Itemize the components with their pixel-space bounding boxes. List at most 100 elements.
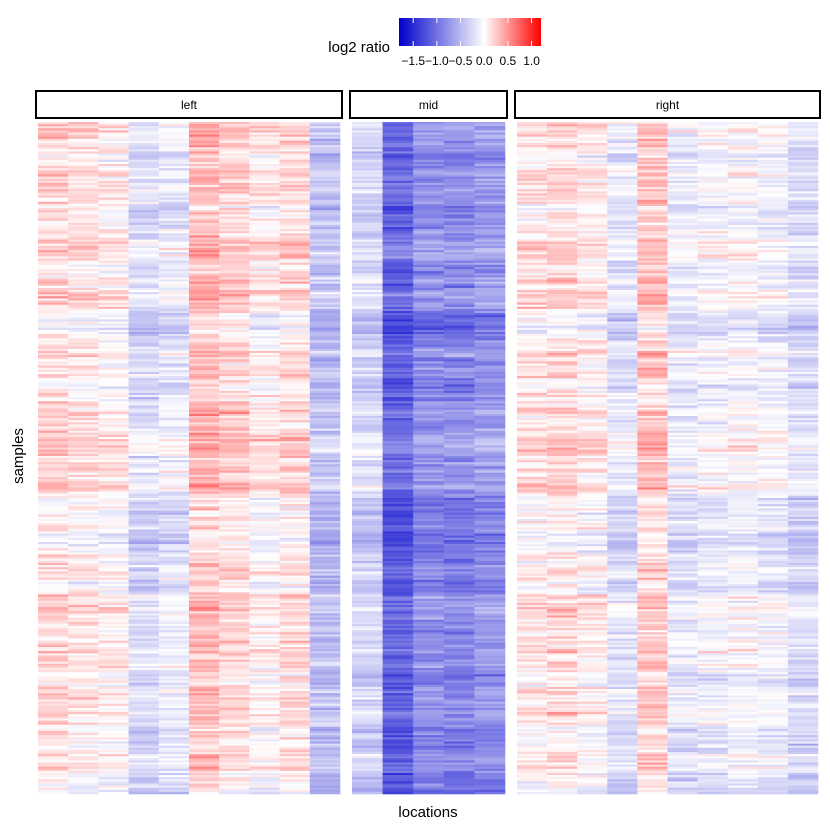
heatmap-cell [413, 329, 445, 333]
heatmap-cell [309, 558, 341, 562]
heatmap-cell [128, 231, 160, 234]
heatmap-cell [189, 483, 220, 486]
heatmap-cell [68, 720, 99, 723]
heatmap-cell [279, 644, 311, 648]
heatmap-cell [68, 670, 99, 673]
heatmap-cell [158, 691, 190, 694]
heatmap-cell [219, 424, 250, 427]
heatmap-cell [189, 273, 220, 276]
heatmap-cell [279, 686, 311, 690]
heatmap-cell [352, 248, 383, 251]
heatmap-cell [68, 365, 99, 368]
heatmap-cell [68, 138, 99, 142]
heatmap-cell [128, 556, 160, 560]
heatmap-cell [474, 714, 506, 717]
heatmap-cell [98, 145, 129, 148]
heatmap-cell [279, 266, 311, 270]
heatmap-cell [279, 569, 311, 572]
heatmap-cell [279, 245, 311, 249]
heatmap-cell [352, 665, 383, 669]
heatmap-cell [189, 168, 220, 171]
heatmap-cell [38, 525, 69, 528]
heatmap-cell [413, 552, 445, 555]
heatmap-cell [249, 747, 280, 751]
heatmap-cell [352, 147, 383, 150]
heatmap-cell [352, 504, 383, 507]
heatmap-cell [443, 258, 475, 261]
heatmap-cell [158, 231, 190, 234]
heatmap-cell [128, 386, 160, 389]
heatmap-cell [128, 691, 160, 694]
heatmap-cell [279, 676, 311, 679]
heatmap-cell [443, 491, 475, 494]
heatmap-cell [219, 481, 250, 484]
heatmap-cell [38, 260, 69, 263]
heatmap-cell [38, 285, 69, 289]
heatmap-cell [474, 193, 506, 196]
heatmap-cell [219, 497, 250, 501]
heatmap-cell [309, 430, 341, 434]
heatmap-cell [309, 237, 341, 240]
heatmap-cell [189, 254, 220, 257]
heatmap-cell [98, 453, 129, 457]
heatmap-cell [352, 710, 383, 713]
heatmap-cell [443, 552, 475, 555]
heatmap-cell [352, 216, 383, 219]
heatmap-cell [382, 224, 414, 228]
heatmap-cell [352, 382, 383, 385]
heatmap-cell [443, 569, 475, 572]
heatmap-column-left-4 [128, 122, 160, 795]
heatmap-cell [98, 791, 129, 795]
heatmap-cell [98, 525, 129, 528]
heatmap-cell [249, 401, 280, 404]
heatmap-cell [158, 378, 190, 381]
heatmap-cell [68, 233, 99, 236]
heatmap-cell [189, 224, 220, 228]
heatmap-cell [128, 653, 160, 656]
heatmap-cell [158, 584, 190, 587]
heatmap-cell [413, 199, 445, 203]
heatmap-cell [279, 382, 311, 385]
heatmap-cell [158, 292, 190, 295]
heatmap-cell [98, 533, 129, 536]
heatmap-cell [38, 630, 69, 633]
heatmap-cell [98, 731, 129, 734]
heatmap-cell [38, 476, 69, 480]
heatmap-cell [68, 357, 99, 360]
heatmap-cell [249, 338, 280, 341]
heatmap-cell [189, 495, 220, 499]
heatmap-cell [279, 319, 311, 322]
heatmap-cell [443, 743, 475, 746]
heatmap-cell [413, 126, 445, 129]
heatmap-cell [474, 474, 506, 478]
heatmap-cell [38, 302, 69, 305]
heatmap-cell [68, 216, 99, 219]
heatmap-cell [413, 766, 445, 770]
heatmap-cell [352, 670, 383, 673]
heatmap-cell [413, 756, 445, 759]
heatmap-cell [413, 483, 445, 486]
heatmap-cell [158, 283, 190, 287]
heatmap-cell [309, 405, 341, 408]
heatmap-cell [249, 371, 280, 375]
heatmap-cell [443, 752, 475, 755]
heatmap-cell [128, 506, 160, 509]
heatmap-cell [352, 762, 383, 765]
heatmap-cell [68, 271, 99, 274]
heatmap-cell [158, 397, 190, 400]
heatmap-cell [443, 550, 475, 553]
heatmap-cell [413, 491, 445, 494]
heatmap-cell [309, 581, 341, 585]
heatmap-cell [279, 548, 311, 551]
heatmap-cell [474, 403, 506, 406]
heatmap-cell [219, 634, 250, 637]
heatmap-cell [128, 502, 160, 505]
legend: log2 ratio −1.5 −1.0 −0.5 0.0 0.5 1.0 [328, 18, 541, 68]
heatmap-cell [352, 626, 383, 629]
heatmap-cell [158, 754, 190, 757]
heatmap-cell [413, 663, 445, 667]
heatmap-cell [279, 707, 311, 711]
heatmap-cell [474, 508, 506, 511]
heatmap-cell [219, 609, 250, 612]
heatmap-cell [219, 712, 250, 715]
